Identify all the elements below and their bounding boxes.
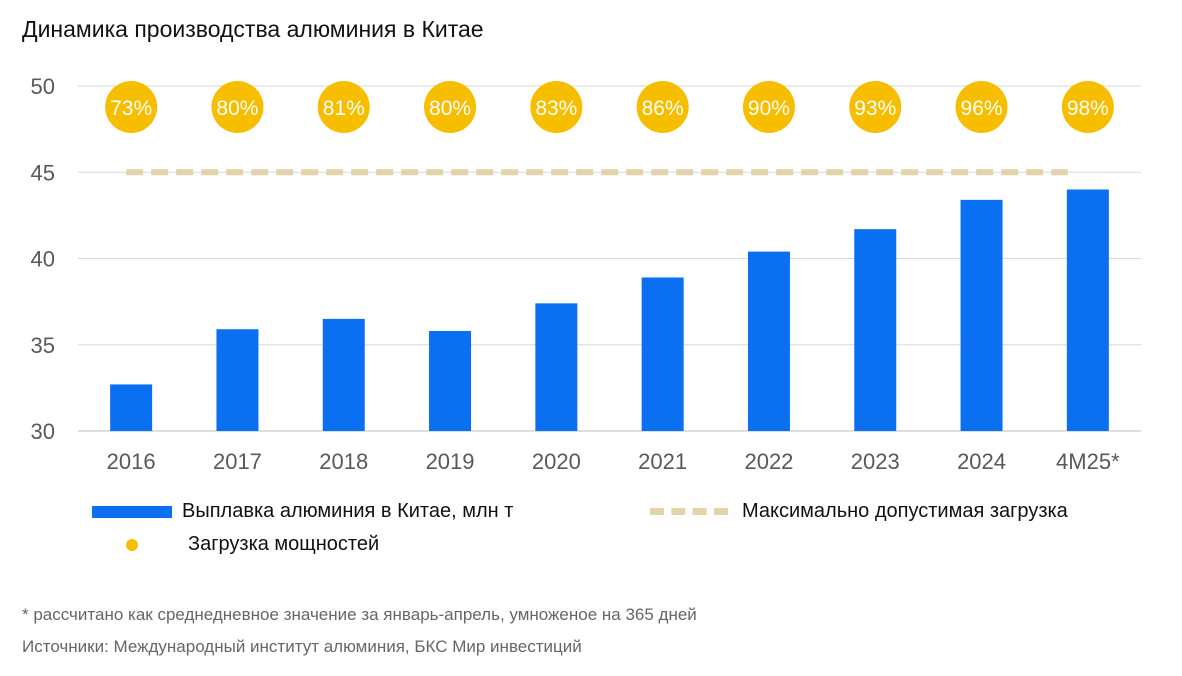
bar xyxy=(110,384,153,431)
bar xyxy=(854,229,897,431)
chart-title: Динамика производства алюминия в Китае xyxy=(22,16,484,42)
x-tick-label: 2020 xyxy=(532,449,581,474)
capacity-label: 83% xyxy=(535,97,577,120)
y-tick-label: 30 xyxy=(31,419,55,444)
bar xyxy=(429,330,472,431)
capacity-label: 86% xyxy=(642,97,684,120)
x-tick-label: 2023 xyxy=(851,449,900,474)
legend-item-max-load: Максимально допустимая загрузка xyxy=(650,500,1068,523)
capacity-label: 98% xyxy=(1067,97,1109,120)
capacity-label: 80% xyxy=(216,97,258,120)
bar xyxy=(641,277,684,431)
capacity-label: 80% xyxy=(429,97,471,120)
capacity-marker xyxy=(424,81,477,133)
y-tick-label: 35 xyxy=(31,333,55,358)
legend-item-capacity: Загрузка мощностей xyxy=(92,533,379,556)
x-tick-label: 2019 xyxy=(426,449,475,474)
capacity-marker xyxy=(636,81,689,133)
legend-label-capacity: Загрузка мощностей xyxy=(188,533,380,555)
bar xyxy=(535,303,578,431)
x-tick-label: 2017 xyxy=(213,449,262,474)
capacity-marker xyxy=(849,81,902,133)
capacity-marker xyxy=(1061,81,1114,133)
x-tick-label: 4M25* xyxy=(1056,449,1120,474)
chart-plot: 30 35 40 45 50 73% 80% 81% 80% 83% 86% 90% 93% 96% 98%… xyxy=(31,74,1141,474)
capacity-label: 81% xyxy=(323,97,365,120)
sources-note: Источники: Международный институт алюмин… xyxy=(22,637,582,656)
y-tick-label: 40 xyxy=(31,247,55,272)
x-tick-label: 2021 xyxy=(638,449,687,474)
capacity-marker xyxy=(530,81,583,133)
capacity-label: 73% xyxy=(110,97,152,120)
capacity-marker xyxy=(317,81,370,133)
y-tick-label: 45 xyxy=(31,160,55,185)
x-tick-label: 2024 xyxy=(957,449,1006,474)
bar xyxy=(1066,189,1109,431)
capacity-marker xyxy=(105,81,158,133)
bar xyxy=(960,199,1003,431)
capacity-marker xyxy=(211,81,264,133)
bar xyxy=(747,251,790,431)
legend-item-production: Выплавка алюминия в Китае, млн т xyxy=(92,500,513,523)
bar xyxy=(216,329,259,431)
legend-label-production: Выплавка алюминия в Китае, млн т xyxy=(182,500,514,522)
capacity-marker xyxy=(955,81,1008,133)
y-tick-label: 50 xyxy=(31,74,55,99)
bar xyxy=(322,318,365,431)
legend-swatch-dash xyxy=(650,508,728,515)
capacity-marker xyxy=(742,81,795,133)
capacity-label: 93% xyxy=(854,97,896,120)
capacity-label: 96% xyxy=(961,97,1003,120)
legend-swatch-bar xyxy=(92,505,172,518)
footnote: * рассчитано как среднедневное значение … xyxy=(22,605,697,624)
legend-label-max-load: Максимально допустимая загрузка xyxy=(742,500,1068,522)
legend-swatch-dot xyxy=(126,538,138,551)
x-tick-label: 2018 xyxy=(319,449,368,474)
x-tick-label: 2016 xyxy=(107,449,156,474)
x-tick-label: 2022 xyxy=(744,449,793,474)
capacity-label: 90% xyxy=(748,97,790,120)
